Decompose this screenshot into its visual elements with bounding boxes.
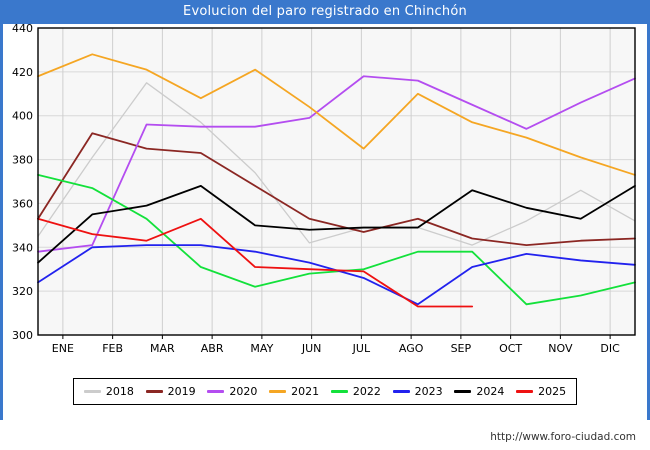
right-accent-rail (647, 24, 650, 420)
chart-area: 300 320 340 360 380 400 420 440 ENE FEB MAR ABR MAY… (0, 24, 650, 364)
x-tick-label: FEB (102, 342, 123, 355)
y-axis-tick-labels: 300 320 340 360 380 400 420 440 (12, 24, 33, 342)
y-tick-label: 420 (12, 66, 33, 79)
series-line-2020 (37, 75, 636, 253)
series-line-2021 (37, 53, 636, 176)
x-tick-label: SEP (451, 342, 472, 355)
legend-item-2024[interactable]: 2024 (454, 385, 504, 398)
legend-swatch-icon (83, 390, 101, 393)
x-tick-label: JUL (352, 342, 371, 355)
legend-label: 2019 (167, 385, 196, 398)
left-accent-rail (0, 24, 3, 420)
x-tick-label: ABR (201, 342, 224, 355)
grid-layer (38, 28, 635, 335)
legend-label: 2023 (414, 385, 443, 398)
y-tick-label: 380 (12, 154, 33, 167)
line-chart-plot: 300 320 340 360 380 400 420 440 ENE FEB MAR ABR MAY… (12, 24, 636, 355)
window-title: Evolucion del paro registrado en Chinchó… (0, 0, 650, 24)
legend-item-2019[interactable]: 2019 (145, 385, 196, 398)
x-tick-label: ENE (52, 342, 74, 355)
legend-label: 2021 (291, 385, 320, 398)
legend-swatch-icon (454, 390, 472, 393)
x-tick-label: DIC (600, 342, 620, 355)
x-tick-label: MAR (150, 342, 175, 355)
x-tick-label: AGO (399, 342, 424, 355)
legend-item-2022[interactable]: 2022 (330, 385, 381, 398)
y-tick-label: 320 (12, 285, 33, 298)
legend-item-2021[interactable]: 2021 (269, 385, 319, 398)
legend-label: 2018 (105, 385, 134, 398)
x-tick-label: JUN (301, 342, 322, 355)
series-line-2025 (37, 217, 474, 308)
source-url: http://www.foro-ciudad.com (490, 431, 636, 443)
plot-frame (37, 27, 636, 336)
legend-swatch-icon (392, 390, 410, 393)
x-tick-label: OCT (499, 342, 522, 355)
axes-layer (37, 27, 636, 339)
legend-item-2020[interactable]: 2020 (207, 385, 257, 398)
series-layer (37, 53, 636, 308)
series-line-2024 (37, 184, 636, 264)
legend-swatch-icon (207, 390, 225, 393)
legend-swatch-icon (269, 390, 287, 393)
legend-item-2023[interactable]: 2023 (392, 385, 443, 398)
legend-label: 2024 (476, 385, 505, 398)
y-tick-label: 360 (12, 197, 33, 210)
legend-swatch-icon (516, 390, 534, 393)
legend-label: 2025 (538, 385, 567, 398)
x-tick-label: MAY (250, 342, 273, 355)
series-line-2018 (37, 82, 636, 246)
chart-legend: 2018 2019 2020 2021 2022 2023 2024 2025 (73, 378, 577, 405)
legend-item-2025[interactable]: 2025 (516, 385, 566, 398)
legend-swatch-icon (145, 390, 163, 393)
y-tick-label: 440 (12, 24, 33, 35)
legend-label: 2022 (352, 385, 381, 398)
y-tick-label: 300 (12, 329, 33, 342)
legend-swatch-icon (330, 390, 348, 393)
plot-background (38, 28, 635, 335)
y-tick-label: 400 (12, 110, 33, 123)
y-tick-label: 340 (12, 241, 33, 254)
series-line-2022 (37, 174, 636, 306)
x-axis-tick-labels: ENE FEB MAR ABR MAY JUN JUL AGO SEP OCT NOV DIC (52, 342, 620, 355)
x-tick-label: NOV (548, 342, 573, 355)
legend-label: 2020 (229, 385, 258, 398)
legend-item-2018[interactable]: 2018 (83, 385, 134, 398)
